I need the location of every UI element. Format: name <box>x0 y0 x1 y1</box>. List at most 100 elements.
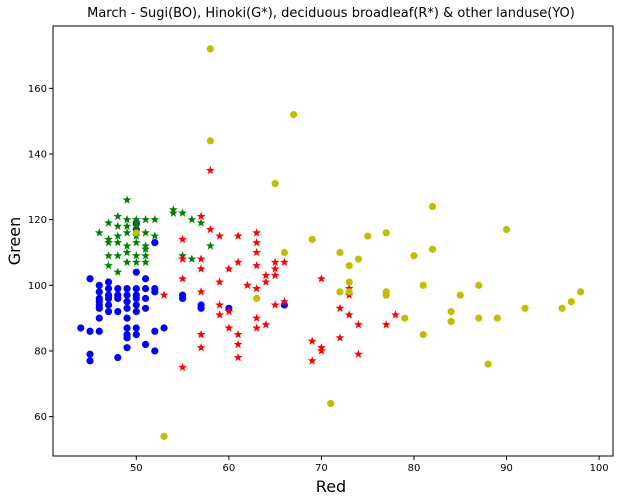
data-point-series-2 <box>178 362 187 372</box>
data-point-series-1 <box>104 218 113 227</box>
data-point-series-2 <box>354 320 363 329</box>
data-point-series-2 <box>252 228 262 237</box>
data-point-series-0 <box>86 275 94 283</box>
data-point-series-2 <box>381 320 391 329</box>
data-point-series-2 <box>159 290 169 299</box>
data-point-series-2 <box>270 257 280 267</box>
data-point-series-2 <box>196 287 206 296</box>
data-point-series-0 <box>123 344 131 352</box>
data-point-series-3 <box>382 291 390 299</box>
data-point-series-1 <box>141 228 150 237</box>
data-point-series-2 <box>205 165 215 175</box>
y-tick-label: 60 <box>34 412 47 423</box>
data-point-series-0 <box>141 304 150 312</box>
data-point-series-3 <box>419 281 427 289</box>
data-point-series-1 <box>168 208 178 217</box>
data-point-series-0 <box>132 324 140 332</box>
data-point-series-0 <box>104 284 113 293</box>
data-point-series-1 <box>178 208 187 217</box>
y-tick-label: 140 <box>28 150 47 161</box>
data-point-series-0 <box>114 284 122 293</box>
data-point-series-1 <box>122 228 132 237</box>
data-point-series-1 <box>131 251 141 260</box>
data-point-series-2 <box>252 313 262 322</box>
data-point-series-3 <box>354 255 363 263</box>
y-axis-ticks: 60 80 100 120 140 160 <box>28 84 53 423</box>
data-point-series-2 <box>196 211 206 221</box>
x-tick-label: 50 <box>130 463 143 474</box>
data-point-series-0 <box>151 288 159 296</box>
data-point-series-0 <box>132 284 140 293</box>
data-point-series-2 <box>391 310 400 319</box>
data-point-series-0 <box>123 304 131 312</box>
x-axis-label: Red <box>316 477 346 496</box>
data-point-series-2 <box>261 277 271 286</box>
data-point-series-2 <box>178 254 187 263</box>
data-point-series-3 <box>456 291 464 299</box>
data-point-series-0 <box>132 294 140 303</box>
data-point-series-1 <box>113 211 123 221</box>
data-point-series-3 <box>132 229 140 237</box>
data-point-series-1 <box>131 257 141 267</box>
data-point-series-3 <box>484 360 492 368</box>
data-point-series-2 <box>215 300 224 309</box>
data-point-series-2 <box>178 274 187 283</box>
data-point-series-1 <box>94 228 104 237</box>
data-point-series-0 <box>95 304 103 312</box>
data-point-series-2 <box>233 231 243 240</box>
data-point-series-1 <box>196 218 206 227</box>
data-point-series-3 <box>290 111 298 119</box>
data-point-series-3 <box>308 235 316 243</box>
data-point-series-0 <box>77 324 85 332</box>
data-point-series-0 <box>104 294 113 303</box>
x-tick-label: 70 <box>315 463 328 474</box>
data-point-series-0 <box>132 301 140 309</box>
data-point-series-2 <box>261 270 271 280</box>
x-tick-label: 80 <box>408 463 421 474</box>
data-point-series-2 <box>270 270 280 280</box>
data-point-series-0 <box>104 278 113 286</box>
data-point-series-2 <box>252 247 262 257</box>
data-point-series-3 <box>345 262 353 270</box>
data-point-series-0 <box>123 298 131 306</box>
data-point-series-2 <box>344 310 354 319</box>
data-point-series-1 <box>113 231 123 240</box>
data-point-series-0 <box>104 301 113 309</box>
data-point-series-3 <box>475 281 483 289</box>
data-point-series-2 <box>233 339 243 349</box>
data-point-series-2 <box>252 323 262 332</box>
data-point-series-3 <box>336 248 344 257</box>
data-point-series-2 <box>196 264 206 273</box>
data-point-series-0 <box>151 327 159 335</box>
data-point-series-0 <box>197 304 205 312</box>
data-point-series-3 <box>401 314 409 322</box>
data-point-series-0 <box>114 353 122 362</box>
y-tick-label: 100 <box>28 281 47 292</box>
data-point-series-2 <box>270 300 280 309</box>
data-point-series-2 <box>215 231 224 240</box>
y-tick-label: 160 <box>28 84 47 95</box>
data-point-series-2 <box>317 274 326 283</box>
data-point-series-1 <box>131 238 141 247</box>
x-axis-ticks: 50 60 70 80 90 100 <box>130 456 609 474</box>
data-point-series-1 <box>113 221 123 230</box>
data-point-series-1 <box>187 254 197 263</box>
x-tick-label: 90 <box>500 463 513 474</box>
data-point-series-0 <box>123 324 131 332</box>
data-point-series-1 <box>187 215 197 224</box>
data-point-series-2 <box>261 320 271 329</box>
data-point-series-1 <box>205 241 215 250</box>
data-point-series-1 <box>122 241 132 250</box>
data-point-series-1 <box>122 257 132 267</box>
data-point-series-0 <box>141 294 150 303</box>
data-point-series-3 <box>447 317 455 326</box>
data-point-series-3 <box>271 179 279 188</box>
data-point-series-0 <box>141 284 150 293</box>
data-point-series-0 <box>151 239 159 247</box>
data-point-series-1 <box>122 215 132 224</box>
plot-area-frame <box>52 25 614 457</box>
data-point-series-3 <box>521 304 529 312</box>
data-point-series-1 <box>150 231 160 240</box>
chart-title: March - Sugi(BO), Hinoki(G*), deciduous … <box>87 6 575 21</box>
